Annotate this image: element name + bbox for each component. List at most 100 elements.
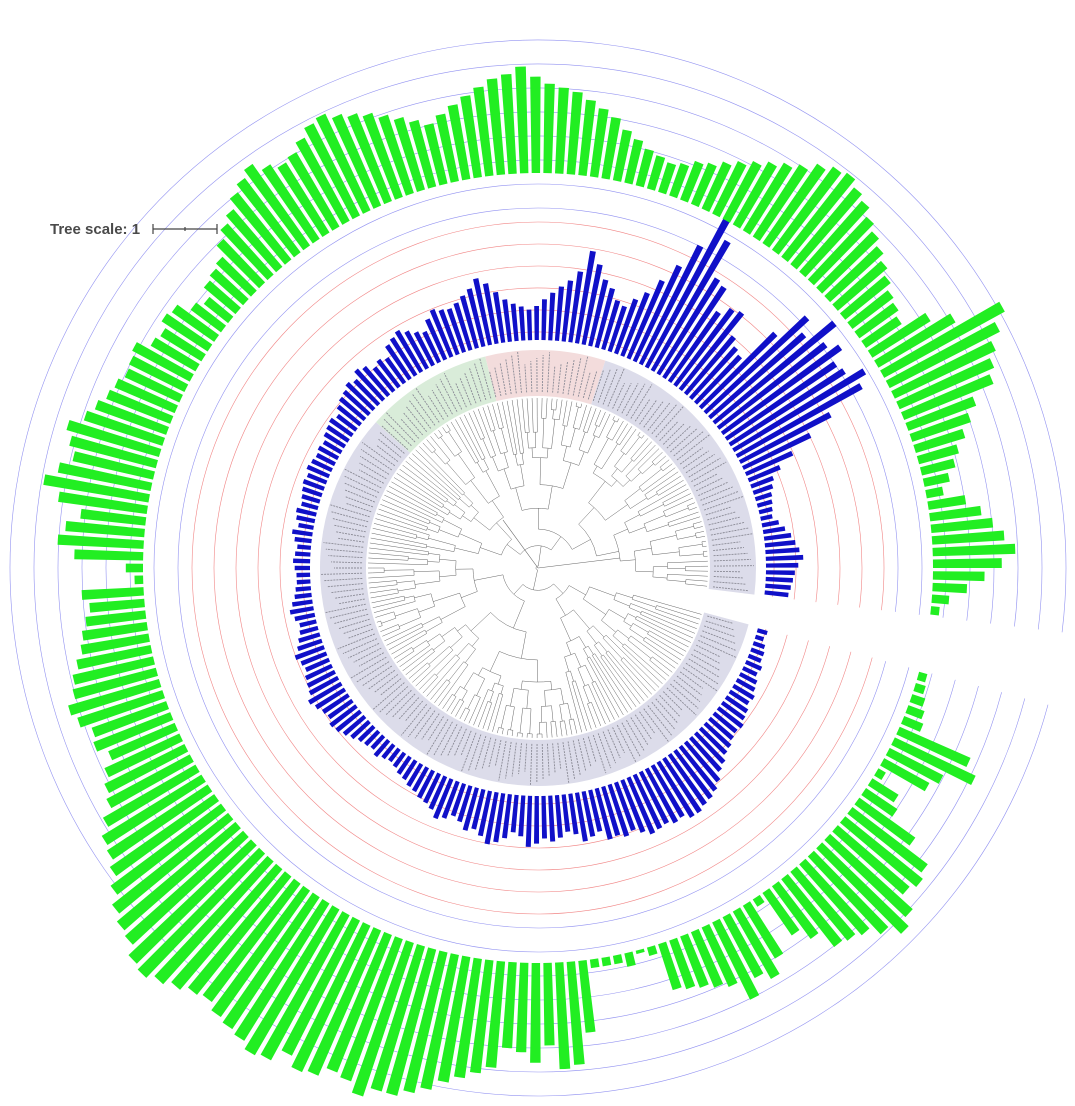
branch [575,680,584,705]
branch [384,635,396,642]
inner-bar [738,672,758,685]
leaf-label-mark [481,737,492,769]
branch [428,553,441,556]
branch [587,435,596,454]
leaf-label-mark [359,455,390,475]
branch [368,576,385,579]
branch [671,480,684,488]
branch-arc [577,664,586,669]
outer-bar [929,505,982,522]
inner-bar [601,299,621,351]
outer-bar [555,87,569,174]
leaf-label-mark [400,418,420,439]
branch [685,579,704,582]
outer-bar [81,587,144,600]
branch [396,626,424,641]
branch [597,677,620,718]
outer-bar [351,940,414,1097]
branch [444,430,447,434]
inner-bar [761,520,780,528]
inner-bar [732,683,755,700]
branch [579,408,586,430]
inner-bar [362,365,391,398]
outer-bar [171,304,220,342]
inner-bar [298,522,314,530]
branch [404,629,426,642]
branch [442,427,446,431]
branch [598,415,605,427]
inner-bar [548,795,556,842]
branch [416,536,429,541]
branch [459,533,482,544]
leaf-label-mark [639,711,656,735]
branch [592,465,598,474]
inner-bar [594,287,616,349]
branch [678,543,703,548]
branch [622,479,631,487]
branch [438,529,459,538]
branch [368,581,381,584]
branch [388,640,405,651]
branch [434,699,438,703]
branch [596,551,619,557]
branch [471,638,480,647]
branch [375,616,380,618]
inner-bar [683,740,721,783]
leaf-label-mark [376,445,399,462]
leaf-label-mark [626,383,646,417]
branch [442,505,451,512]
branch [568,585,586,596]
branch [526,690,529,709]
branch-arc [470,512,479,522]
branch [663,628,691,643]
inner-bar [306,464,331,479]
branch [642,607,697,629]
inner-bar [294,645,325,660]
branch [685,583,704,587]
branch [528,419,530,433]
branch [620,432,634,452]
branch [582,686,590,704]
branch [375,518,418,532]
branch [563,446,567,461]
leaf-label-mark [546,352,551,393]
inner-bar [526,309,533,341]
leaf-label-mark [691,461,727,483]
leaf-label-mark [338,618,370,629]
branch [376,620,381,623]
leaf-label-mark [655,698,678,723]
branch-arc [490,612,527,633]
inner-bar [574,250,596,344]
leaf-label-mark [524,743,528,772]
outer-bar [203,280,241,315]
inner-bar [744,450,794,477]
branch [550,402,553,410]
branch [492,719,497,732]
outer-bar [215,256,257,297]
branch [667,517,681,523]
branch-arc [583,684,589,687]
branch-arc [602,634,607,639]
leaf-label-mark [524,364,528,393]
inner-bar [304,657,331,672]
leaf-label-mark [616,382,632,412]
leaf-label-mark [685,662,720,685]
branch [634,444,656,467]
leaf-label-mark [511,742,517,777]
outer-bar [925,486,944,499]
inner-bar [581,790,596,837]
inner-bar [561,280,574,342]
inner-bar [357,724,376,743]
inner-bar [693,731,726,765]
branch [422,616,440,626]
outer-bar [281,916,361,1056]
inner-bar [667,753,707,806]
inner-bar [750,647,765,657]
branch [574,653,582,668]
outer-bar [74,549,144,561]
leaf-label-mark [428,716,444,741]
branch [669,522,683,527]
branch [394,623,422,637]
branch [397,587,416,592]
branch [386,639,398,646]
